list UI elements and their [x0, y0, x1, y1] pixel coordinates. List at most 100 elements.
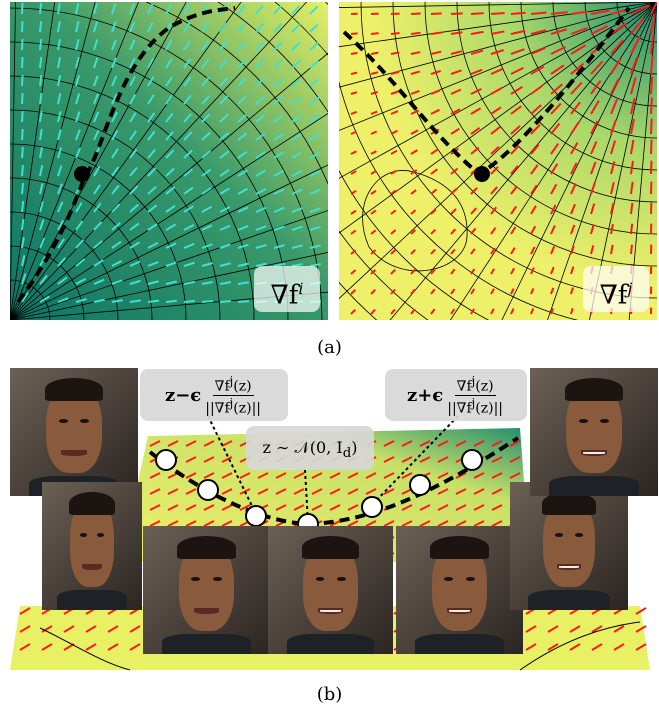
gradient-arrow [293, 504, 305, 511]
gradient-arrow [450, 187, 458, 195]
gradient-arrow [550, 163, 559, 175]
gradient-arrow [470, 227, 477, 235]
gradient-arrow [490, 87, 503, 95]
contour-line [9, 0, 243, 321]
contour-line [284, 1, 658, 273]
gradient-arrow [183, 113, 193, 123]
gradient-arrow [201, 187, 212, 195]
gradient-arrow [450, 288, 456, 295]
gradient-arrow [257, 488, 269, 495]
gradient-arrow [275, 488, 287, 495]
gradient-arrow [201, 40, 210, 51]
gradient-arrow [309, 244, 321, 249]
gradient-arrow [165, 112, 174, 123]
gradient-arrow [273, 96, 284, 105]
gradient-arrow [165, 223, 177, 231]
gradient-arrow [430, 89, 441, 95]
gradient-arrow [201, 299, 214, 303]
gradient-arrow [255, 77, 265, 87]
gradient-arrow [273, 188, 285, 195]
gradient-arrow [39, 74, 43, 87]
gradient-arrow [383, 520, 395, 527]
gradient-arrow [490, 146, 500, 155]
gradient-arrow [530, 184, 538, 195]
gradient-arrow [21, 182, 25, 195]
gradient-arrow [610, 98, 618, 115]
gradient-arrow [111, 166, 120, 177]
gradient-arrow [550, 225, 556, 235]
gradient-arrow [111, 259, 123, 267]
gradient-arrow [630, 223, 634, 235]
gradient-arrow [590, 80, 602, 95]
gradient-arrow [591, 625, 603, 633]
gradient-arrow [311, 472, 323, 479]
gradient-arrow [470, 308, 475, 315]
gradient-arrow [201, 168, 212, 177]
gradient-arrow [390, 70, 400, 75]
gradient-arrow [470, 248, 476, 255]
gradient-arrow [147, 148, 156, 159]
gradient-arrow [111, 21, 117, 33]
gradient-arrow [93, 202, 102, 213]
gradient-arrow [390, 229, 397, 235]
gradient-arrow [450, 167, 459, 175]
gradient-arrow [129, 643, 141, 651]
gradient-arrow [309, 78, 320, 87]
gradient-arrow [237, 132, 248, 141]
gradient-arrow [390, 288, 396, 295]
gradient-arrow [419, 520, 431, 527]
gradient-arrow [613, 625, 625, 633]
contour-line [9, 279, 51, 321]
gradient-arrow [350, 51, 358, 55]
gradient-arrow [430, 148, 439, 155]
gradient-arrow [610, 181, 615, 195]
gradient-arrow [39, 201, 44, 213]
gradient-arrow [147, 130, 156, 141]
gradient-arrow [57, 75, 62, 87]
gradient-arrow [509, 472, 521, 479]
gradient-arrow [149, 520, 161, 527]
gradient-arrow [490, 49, 504, 55]
gradient-arrow [450, 248, 456, 255]
gradient-arrow [57, 111, 62, 123]
gradient-arrow [93, 93, 99, 105]
gradient-arrow [370, 269, 377, 275]
gradient-arrow [450, 108, 461, 115]
gradient-arrow [93, 259, 104, 267]
gradient-arrow [57, 93, 62, 105]
gradient-arrow [455, 488, 467, 495]
gradient-arrow [147, 223, 158, 231]
gradient-arrow [401, 440, 413, 447]
gradient-arrow [410, 31, 421, 35]
gradient-arrow [570, 26, 588, 35]
gradient-arrow [167, 440, 179, 447]
gradient-arrow [530, 104, 542, 115]
gradient-arrow [185, 488, 197, 495]
gradient-arrow [309, 23, 319, 33]
gradient-arrow [39, 110, 43, 123]
gradient-arrow [430, 268, 436, 275]
gradient-arrow [410, 129, 419, 135]
gradient-arrow [149, 472, 161, 479]
gradient-arrow [219, 206, 231, 213]
contour-line [361, 1, 658, 355]
gradient-arrow [129, 130, 137, 141]
gradient-arrow [590, 182, 596, 195]
gradient-arrow [490, 12, 505, 15]
gradient-arrow [650, 13, 656, 35]
gradient-arrow [111, 240, 122, 249]
gradient-arrow [147, 94, 155, 105]
gradient-arrow [350, 130, 357, 135]
gradient-arrow [75, 111, 81, 123]
gradient-arrow [39, 274, 48, 285]
gradient-arrow [255, 206, 267, 213]
gradient-arrow [19, 625, 31, 633]
gradient-arrow [185, 520, 197, 527]
gradient-arrow [650, 118, 653, 135]
contour-loop [362, 170, 468, 272]
gradient-arrow [490, 227, 497, 235]
gradient-arrow [39, 183, 44, 195]
gradient-arrow [510, 288, 515, 295]
gradient-arrow [41, 625, 53, 633]
gradient-arrow [450, 268, 456, 275]
